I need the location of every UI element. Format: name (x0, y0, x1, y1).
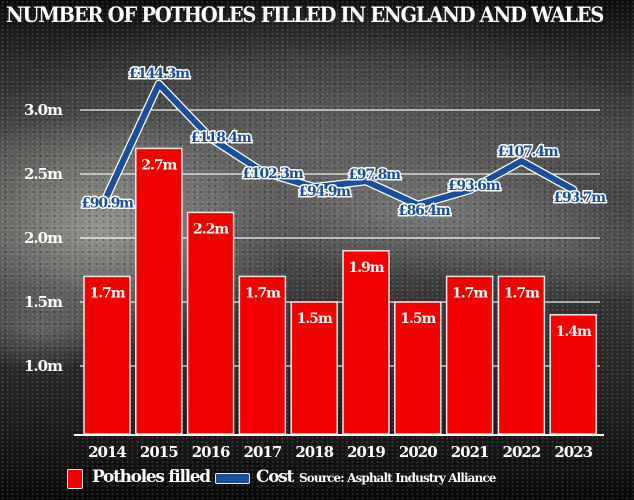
cost-value-label: £107.4m (497, 144, 558, 160)
legend-cost-label: Cost (256, 467, 294, 487)
bar-2019 (342, 250, 390, 435)
bar-2023 (549, 314, 597, 435)
cost-value-label: £90.9m (81, 196, 134, 212)
bar-value-label: 1.4m (556, 324, 592, 340)
cost-value-label: £118.4m (191, 130, 252, 146)
bar-2020 (394, 301, 442, 435)
bar-value-label: 1.9m (348, 260, 384, 276)
x-tick-label: 2018 (295, 443, 333, 461)
legend-potholes-swatch (67, 469, 83, 489)
cost-line-path (104, 81, 577, 209)
cost-value-label: £86.4m (398, 203, 451, 219)
bar-2016 (186, 211, 235, 435)
x-axis-ticks: 2014 2015 2016 2017 2018 2019 2020 2021 2022 2023 (88, 443, 594, 461)
y-tick-label: 2.0m (24, 229, 63, 247)
cost-value-label: £93.7m (553, 190, 606, 206)
legend-cost-swatch (215, 473, 250, 484)
cost-value-label: £102.3m (242, 166, 303, 182)
x-tick-label: 2016 (192, 443, 230, 461)
x-tick-label: 2021 (451, 443, 489, 461)
cost-line (102, 79, 578, 210)
bar-2022 (497, 275, 546, 435)
bar-value-label: 1.7m (504, 285, 540, 301)
legend-potholes-label: Potholes filled (92, 467, 211, 487)
x-tick-label: 2020 (399, 443, 437, 461)
bar-2017 (238, 275, 287, 435)
bar-value-label: 1.5m (400, 311, 436, 327)
bar-value-label: 2.7m (141, 157, 177, 173)
y-tick-label: 1.0m (24, 357, 63, 375)
bar-value-label: 1.7m (452, 285, 488, 301)
cost-labels: £90.9m £144.3m £118.4m £102.3m £94.9m£97.8m £… (80, 65, 609, 221)
y-axis-ticks: 3.0m 2.5m 2.0m 1.5m 1.0m (24, 101, 64, 375)
x-tick-label: 2015 (140, 443, 178, 461)
cost-value-label: £94.9m (298, 184, 351, 200)
bar-2014 (83, 275, 131, 435)
chart-title: NUMBER OF POTHOLES FILLED IN ENGLAND AND… (6, 2, 604, 28)
x-tick-label: 2022 (503, 443, 541, 461)
bar-value-label: 1.7m (245, 285, 281, 301)
bar-value-label: 1.5m (297, 311, 333, 327)
source-note: Source: Asphalt Industry Alliance (299, 471, 496, 485)
y-tick-label: 1.5m (24, 293, 63, 311)
bar-2015 (135, 147, 183, 435)
legend: Potholes filled Cost Source: Asphalt Ind… (0, 466, 634, 494)
x-tick-label: 2014 (88, 443, 126, 461)
cost-value-label: £93.6m (448, 178, 501, 194)
x-tick-label: 2023 (554, 443, 592, 461)
y-tick-label: 2.5m (24, 165, 63, 183)
x-tick-label: 2019 (347, 443, 385, 461)
bars: 1.7m 2.7m 2.2m 1.7m 1.5m 1.9m 1.5m 1.7m 1.7m 1.4m (83, 147, 597, 435)
cost-value-label: £97.8m (348, 167, 401, 183)
bar-2018 (290, 301, 338, 435)
bar-value-label: 1.7m (89, 285, 125, 301)
x-tick-label: 2017 (244, 443, 282, 461)
y-tick-label: 3.0m (24, 101, 63, 119)
bar-value-label: 2.2m (193, 221, 229, 237)
cost-value-label: £144.3m (129, 66, 190, 82)
